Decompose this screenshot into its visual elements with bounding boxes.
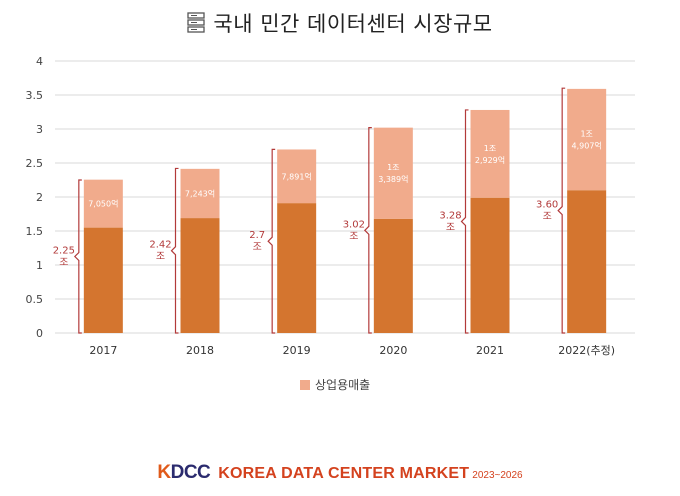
x-tick-label: 2019 [283,344,311,357]
bar-segment-commercial [277,149,317,204]
segment-value-label: 1조 4,907억 [572,130,602,151]
bar-segment-commercial [180,168,220,219]
footer-brand: KDCC KOREA DATA CENTER MARKET 2023~2026 [0,462,680,484]
y-tick-label: 3.5 [26,89,44,102]
footer-market-title: KOREA DATA CENTER MARKET [218,465,470,482]
bar-segment-commercial [567,88,607,191]
bar-segment-commercial [373,127,413,219]
server-icon [187,12,206,33]
segment-value-label: 1조 3,389억 [378,163,408,184]
bar-segment-base [180,218,220,333]
y-tick-label: 2.5 [26,157,44,170]
segment-value-label: 1조 2,929억 [475,144,505,165]
segment-value-label: 7,050억 [88,199,118,209]
x-tick-label: 2017 [89,344,117,357]
total-value-label: 2.42 조 [149,240,171,263]
x-tick-label: 2018 [186,344,214,357]
kdcc-logo: KDCC [157,462,211,483]
chart-title: 국내 민간 데이터센터 시장규모 [0,8,680,38]
x-tick-label: 2020 [379,344,407,357]
bar-segment-commercial [83,179,123,228]
bar-segment-base [373,218,413,333]
bar-chart: 0 0.5 1 1.5 2 2.5 3 3.5 4 7,050억 2.25 조 2017 7,243억 2.… [26,55,635,357]
total-value-label: 3.28 조 [439,210,461,233]
chart-title-text: 국내 민간 데이터센터 시장규모 [213,12,493,36]
legend-label: 상업용매출 [315,378,371,392]
total-value-label: 2.25 조 [53,246,75,269]
y-tick-label: 0.5 [26,293,44,306]
bar-segment-base [470,197,510,333]
total-bracket [267,148,276,334]
y-tick-label: 0 [36,327,43,340]
legend-swatch [300,379,310,390]
footer-years: 2023~2026 [472,470,523,481]
segment-value-label: 7,891억 [282,171,312,181]
total-bracket [73,179,82,334]
bar-segment-base [277,203,317,333]
x-tick-label: 2021 [476,344,504,357]
total-value-label: 3.60 조 [536,200,558,223]
bar-segment-base [83,227,123,333]
bar-segment-base [567,190,607,333]
total-value-label: 3.02 조 [343,219,365,242]
y-tick-label: 3 [36,123,43,136]
segment-value-label: 7,243억 [185,188,215,198]
bar-segment-commercial [470,109,510,198]
total-bracket [460,109,469,334]
x-tick-label: 2022(추정) [558,344,615,357]
y-tick-label: 2 [36,191,43,204]
y-tick-label: 1 [36,259,43,272]
total-value-label: 2.7 조 [249,230,265,253]
total-bracket [557,87,566,334]
y-tick-label: 1.5 [26,225,44,238]
total-bracket [363,127,372,334]
legend: 상업용매출 [300,376,370,393]
y-tick-label: 4 [36,55,43,68]
total-bracket [170,167,179,334]
